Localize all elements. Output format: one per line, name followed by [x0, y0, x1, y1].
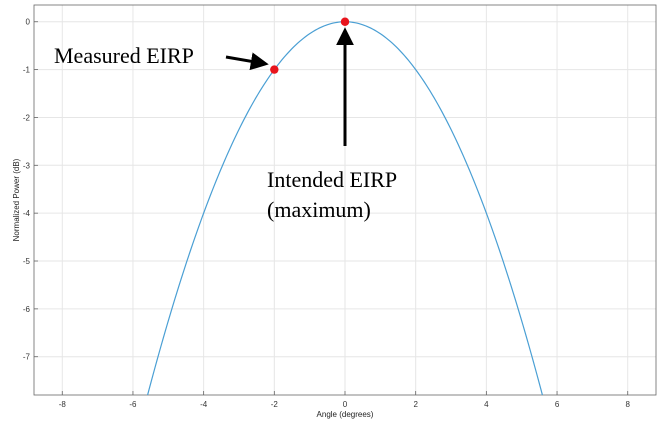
y-tick-label: -1	[23, 66, 31, 75]
x-axis-label: Angle (degrees)	[317, 410, 374, 419]
x-tick-label: 4	[484, 400, 489, 409]
x-tick-label: -2	[271, 400, 279, 409]
annotation-arrow	[225, 52, 269, 71]
x-tick-label: 0	[343, 400, 348, 409]
marker-point	[340, 17, 350, 26]
y-tick-label: -4	[23, 209, 31, 218]
annotation-text: Intended EIRP	[267, 167, 397, 192]
annotation-text: Measured EIRP	[54, 43, 194, 68]
marker-point	[270, 65, 279, 74]
y-tick-label: -6	[23, 305, 31, 314]
y-tick-label: -3	[23, 161, 31, 170]
x-tick-label: 8	[626, 400, 631, 409]
y-tick-label: -5	[23, 257, 31, 266]
y-axis-label: Normalized Power (dB)	[12, 158, 21, 241]
annotation-layer: Measured EIRP Intended EIRP (maximum)	[54, 27, 397, 222]
y-tick-label: 0	[26, 18, 31, 27]
y-tick-label: -2	[23, 113, 31, 122]
annotation-text: (maximum)	[267, 197, 371, 222]
x-tick-label: -4	[200, 400, 208, 409]
x-tick-label: -8	[59, 400, 67, 409]
x-tick-label: 2	[413, 400, 418, 409]
x-tick-label: 6	[555, 400, 560, 409]
x-tick-label: -6	[129, 400, 137, 409]
y-tick-label: -7	[23, 353, 31, 362]
ticks: -8 -6 -4 -2 0 2 4 6 8 0 -1 -2 -3 -4 -5 -6 -7	[23, 18, 631, 409]
points-layer	[270, 17, 350, 74]
